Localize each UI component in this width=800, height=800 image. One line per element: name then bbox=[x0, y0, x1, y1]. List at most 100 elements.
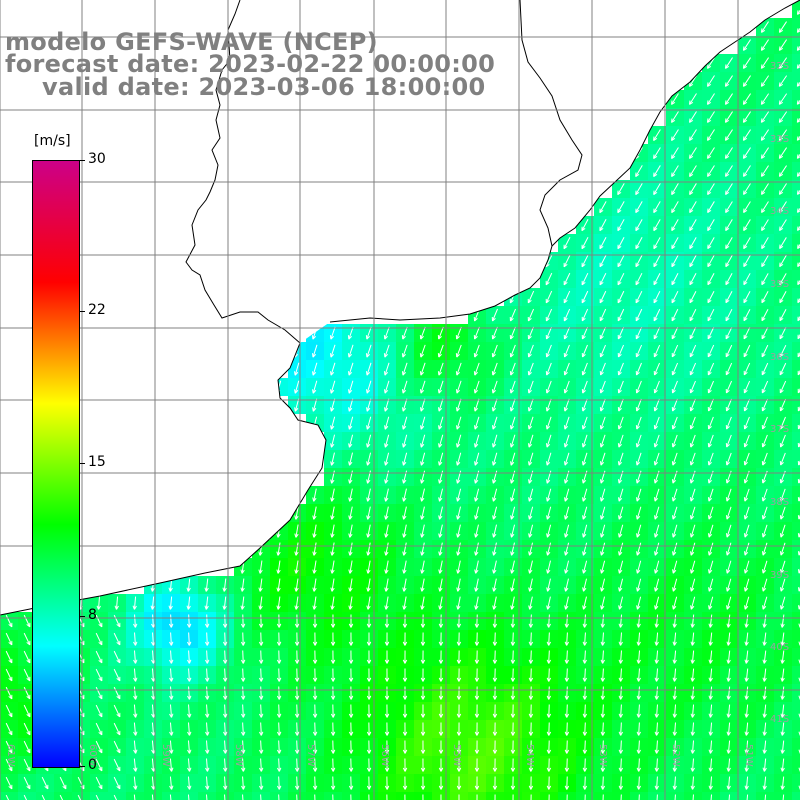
wind-vector-arrow bbox=[635, 434, 642, 448]
wind-vector-arrow bbox=[258, 578, 263, 592]
wind-vector-arrow bbox=[780, 776, 785, 790]
wind-vector-arrow bbox=[258, 560, 263, 574]
wind-vector-arrow bbox=[779, 309, 787, 322]
wind-vector-arrow bbox=[473, 398, 480, 412]
title-valid-date: valid date: 2023-03-06 18:00:00 bbox=[42, 73, 486, 101]
wind-vector-arrow bbox=[527, 290, 535, 304]
wind-vector-arrow bbox=[635, 255, 643, 268]
wind-vector-arrow bbox=[778, 111, 788, 123]
wind-vector-arrow bbox=[599, 219, 607, 232]
wind-vector-arrow bbox=[329, 362, 336, 376]
wind-vector-arrow bbox=[365, 380, 372, 394]
wind-speed-cell bbox=[792, 180, 800, 198]
wind-vector-arrow bbox=[186, 632, 192, 646]
wind-vector-arrow bbox=[383, 326, 390, 340]
wind-vector-arrow bbox=[312, 668, 318, 682]
wind-vector-arrow bbox=[654, 668, 659, 682]
wind-vector-arrow bbox=[222, 578, 227, 592]
wind-vector-arrow bbox=[404, 794, 406, 800]
wind-vector-arrow bbox=[133, 740, 138, 754]
wind-vector-arrow bbox=[762, 722, 767, 736]
wind-vector-arrow bbox=[653, 398, 660, 412]
wind-vector-arrow bbox=[708, 632, 713, 646]
wind-vector-arrow bbox=[419, 326, 426, 340]
wind-vector-arrow bbox=[437, 398, 444, 412]
wind-vector-arrow bbox=[742, 147, 751, 159]
wind-vector-arrow bbox=[510, 776, 516, 790]
wind-vector-arrow bbox=[690, 704, 695, 718]
wind-vector-arrow bbox=[582, 560, 588, 574]
wind-vector-arrow bbox=[743, 434, 750, 448]
wind-vector-arrow bbox=[725, 308, 733, 322]
wind-vector-arrow bbox=[671, 434, 678, 448]
wind-vector-arrow bbox=[473, 416, 480, 430]
wind-vector-arrow bbox=[671, 488, 678, 502]
wind-vector-arrow bbox=[420, 578, 425, 592]
wind-vector-arrow bbox=[584, 794, 586, 800]
wind-vector-arrow bbox=[599, 201, 607, 214]
wind-vector-arrow bbox=[456, 452, 462, 466]
wind-vector-arrow bbox=[456, 776, 462, 790]
wind-vector-arrow bbox=[366, 578, 371, 592]
wind-vector-arrow bbox=[600, 704, 606, 718]
wind-vector-arrow bbox=[760, 21, 769, 33]
wind-vector-arrow bbox=[205, 758, 210, 772]
wind-vector-arrow bbox=[761, 255, 769, 268]
wind-vector-arrow bbox=[330, 614, 336, 628]
wind-speed-cell bbox=[792, 738, 800, 756]
wind-vector-arrow bbox=[437, 362, 444, 376]
wind-vector-arrow bbox=[23, 776, 31, 790]
wind-vector-arrow bbox=[617, 398, 624, 412]
wind-vector-arrow bbox=[510, 506, 516, 520]
wind-vector-arrow bbox=[725, 416, 732, 430]
wind-vector-arrow bbox=[294, 668, 300, 682]
longitude-label: 59W bbox=[160, 744, 171, 767]
wind-speed-cell bbox=[792, 396, 800, 414]
wind-vector-arrow bbox=[222, 632, 228, 646]
wind-vector-arrow bbox=[258, 650, 264, 664]
wind-vector-arrow bbox=[618, 668, 623, 682]
wind-vector-arrow bbox=[653, 201, 661, 214]
wind-vector-arrow bbox=[690, 650, 695, 664]
wind-vector-arrow bbox=[617, 272, 625, 286]
wind-vector-arrow bbox=[545, 362, 552, 376]
wind-vector-arrow bbox=[582, 506, 588, 520]
wind-vector-arrow bbox=[653, 290, 661, 304]
wind-vector-arrow bbox=[41, 794, 46, 800]
wind-vector-arrow bbox=[528, 704, 534, 718]
wind-vector-arrow bbox=[438, 434, 444, 448]
wind-vector-arrow bbox=[545, 452, 552, 466]
wind-vector-arrow bbox=[582, 632, 587, 646]
wind-vector-arrow bbox=[456, 560, 461, 574]
wind-vector-arrow bbox=[674, 794, 676, 800]
colorbar-tick-label: 0 bbox=[88, 757, 97, 773]
wind-vector-arrow bbox=[743, 488, 750, 502]
wind-vector-arrow bbox=[294, 614, 300, 628]
wind-vector-arrow bbox=[635, 165, 643, 178]
wind-vector-arrow bbox=[742, 165, 751, 177]
wind-vector-arrow bbox=[581, 290, 589, 304]
wind-vector-arrow bbox=[779, 524, 786, 538]
wind-speed-cell bbox=[792, 468, 800, 486]
wind-speed-cell bbox=[792, 342, 800, 360]
wind-vector-arrow bbox=[510, 632, 516, 646]
wind-vector-arrow bbox=[240, 650, 246, 664]
wind-vector-arrow bbox=[744, 740, 749, 754]
wind-vector-arrow bbox=[402, 434, 408, 448]
wind-vector-arrow bbox=[312, 740, 318, 754]
wind-vector-arrow bbox=[582, 686, 588, 700]
coastline bbox=[519, 0, 583, 247]
latitude-label: 41S bbox=[770, 714, 790, 725]
wind-vector-arrow bbox=[348, 524, 353, 538]
wind-vector-arrow bbox=[509, 362, 516, 376]
wind-vector-arrow bbox=[366, 650, 372, 664]
wind-vector-arrow bbox=[761, 291, 769, 304]
wind-vector-arrow bbox=[223, 740, 228, 754]
wind-vector-arrow bbox=[510, 668, 516, 682]
wind-vector-arrow bbox=[672, 686, 677, 700]
wind-vector-arrow bbox=[474, 434, 480, 448]
wind-vector-arrow bbox=[797, 279, 800, 286]
wind-vector-arrow bbox=[672, 614, 677, 628]
wind-vector-arrow bbox=[438, 524, 443, 538]
wind-vector-arrow bbox=[635, 272, 643, 286]
